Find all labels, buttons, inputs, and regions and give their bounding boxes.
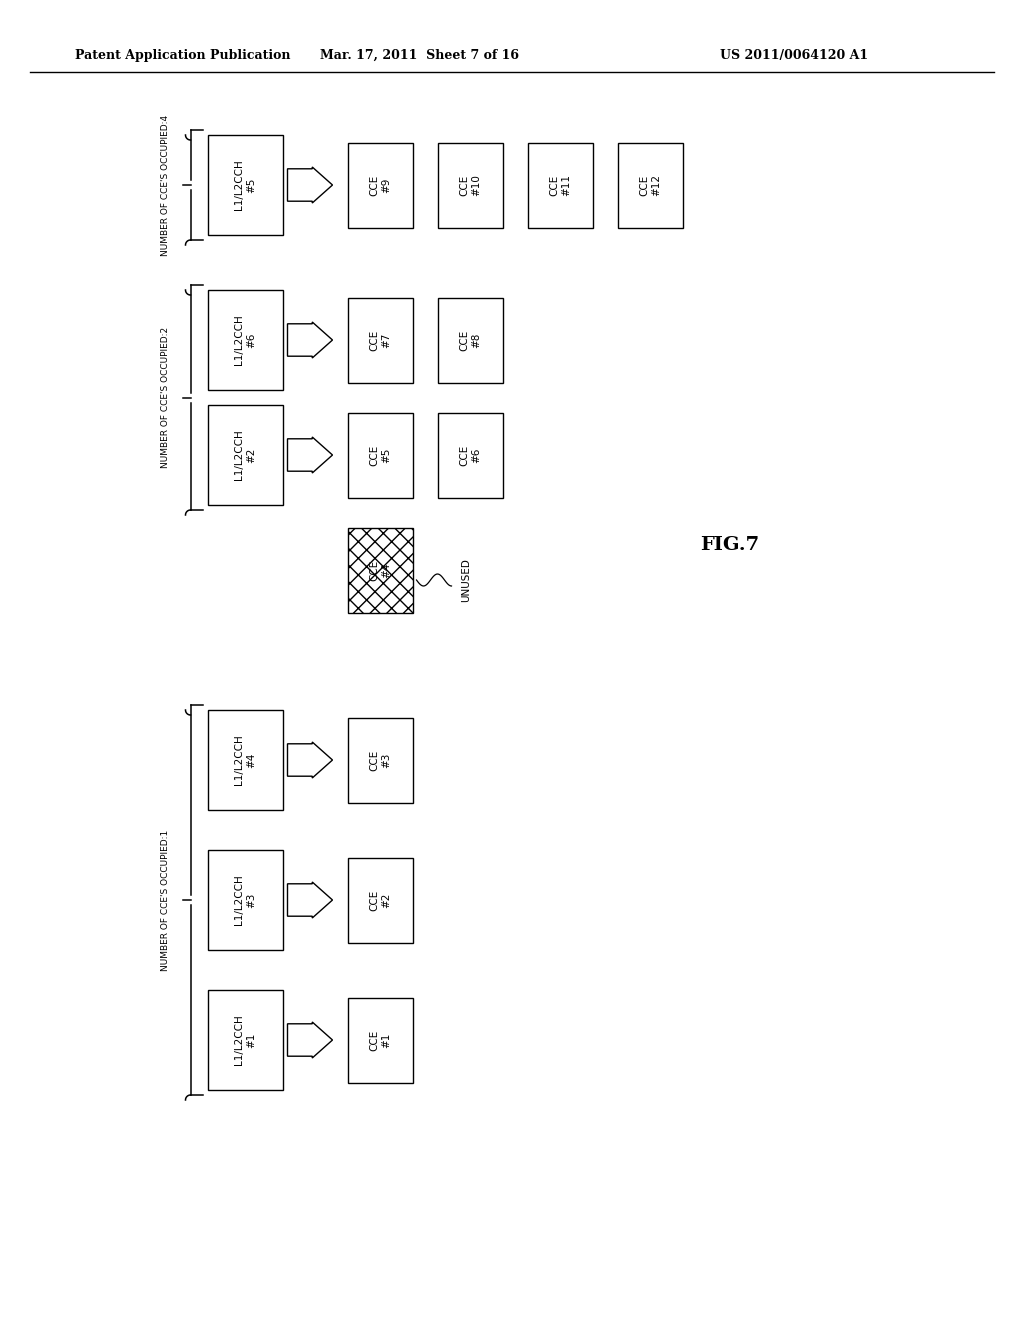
Bar	[347, 297, 413, 383]
Bar	[347, 858, 413, 942]
Bar	[208, 710, 283, 810]
Text: Mar. 17, 2011  Sheet 7 of 16: Mar. 17, 2011 Sheet 7 of 16	[321, 49, 519, 62]
Text: L1/L2CCH
#1: L1/L2CCH #1	[234, 1015, 256, 1065]
Bar	[617, 143, 683, 227]
Text: CCE
#3: CCE #3	[370, 750, 391, 771]
Text: CCE
#9: CCE #9	[370, 174, 391, 195]
Bar	[208, 405, 283, 506]
Bar	[208, 135, 283, 235]
Text: CCE
#8: CCE #8	[459, 330, 481, 351]
Bar	[437, 297, 503, 383]
Text: L1/L2CCH
#2: L1/L2CCH #2	[234, 429, 256, 480]
Bar	[527, 143, 593, 227]
Bar	[437, 412, 503, 498]
Polygon shape	[288, 322, 333, 358]
Polygon shape	[288, 168, 333, 203]
Text: CCE
#10: CCE #10	[459, 174, 481, 195]
Bar	[208, 850, 283, 950]
Bar	[347, 998, 413, 1082]
Text: L1/L2CCH
#4: L1/L2CCH #4	[234, 735, 256, 785]
Text: UNUSED: UNUSED	[462, 558, 471, 602]
Text: CCE
#4: CCE #4	[370, 560, 391, 581]
Text: CCE
#1: CCE #1	[370, 1030, 391, 1051]
Bar	[347, 718, 413, 803]
Bar	[208, 290, 283, 389]
Bar	[437, 143, 503, 227]
Text: L1/L2CCH
#3: L1/L2CCH #3	[234, 875, 256, 925]
Bar	[347, 528, 413, 612]
Text: CCE
#6: CCE #6	[459, 445, 481, 466]
Bar	[347, 412, 413, 498]
Text: Patent Application Publication: Patent Application Publication	[75, 49, 291, 62]
Text: FIG.7: FIG.7	[700, 536, 759, 554]
Text: CCE
#2: CCE #2	[370, 890, 391, 911]
Text: CCE
#5: CCE #5	[370, 445, 391, 466]
Text: CCE
#7: CCE #7	[370, 330, 391, 351]
Bar	[347, 143, 413, 227]
Text: NUMBER OF CCE'S OCCUPIED:2: NUMBER OF CCE'S OCCUPIED:2	[161, 327, 170, 469]
Text: US 2011/0064120 A1: US 2011/0064120 A1	[720, 49, 868, 62]
Text: L1/L2CCH
#6: L1/L2CCH #6	[234, 314, 256, 366]
Polygon shape	[288, 742, 333, 777]
Text: NUMBER OF CCE'S OCCUPIED:1: NUMBER OF CCE'S OCCUPIED:1	[161, 829, 170, 970]
Text: CCE
#12: CCE #12	[639, 174, 660, 195]
Bar	[208, 990, 283, 1090]
Polygon shape	[288, 882, 333, 917]
Text: CCE
#11: CCE #11	[549, 174, 570, 195]
Polygon shape	[288, 1022, 333, 1059]
Polygon shape	[288, 437, 333, 473]
Text: L1/L2CCH
#5: L1/L2CCH #5	[234, 160, 256, 210]
Text: NUMBER OF CCE'S OCCUPIED:4: NUMBER OF CCE'S OCCUPIED:4	[161, 115, 170, 256]
